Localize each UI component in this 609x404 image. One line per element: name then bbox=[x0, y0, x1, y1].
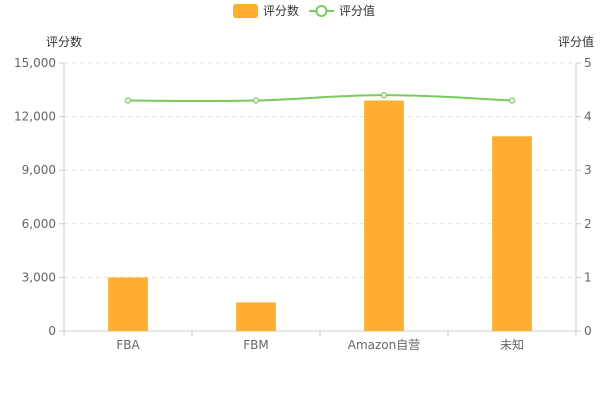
y-axis-left-tick-label: 12,000 bbox=[14, 110, 56, 124]
y-axis-right-tick-label: 0 bbox=[584, 324, 592, 338]
line-point-3[interactable] bbox=[508, 97, 516, 104]
legend-line-marker bbox=[315, 5, 328, 17]
x-axis-tick-label: 未知 bbox=[500, 338, 524, 352]
y-axis-right-tick-label: 2 bbox=[584, 217, 592, 231]
y-axis-left-tick-label: 15,000 bbox=[14, 56, 56, 70]
bar-1[interactable] bbox=[236, 302, 276, 331]
x-axis-tick-label: FBA bbox=[116, 338, 140, 352]
bar-3[interactable] bbox=[492, 136, 532, 331]
y-axis-right-ticks: 0 1 2 3 4 5 bbox=[576, 56, 592, 338]
line-series bbox=[124, 92, 516, 104]
grid-lines bbox=[64, 62, 576, 278]
y-axis-right-tick-label: 1 bbox=[584, 270, 592, 284]
bar-series bbox=[108, 100, 532, 332]
y-axis-left-title: 评分数 bbox=[46, 34, 82, 49]
y-axis-right-tick-label: 5 bbox=[584, 56, 592, 70]
x-axis-tick-label: FBM bbox=[243, 338, 269, 352]
x-axis-tick-label: Amazon自营 bbox=[348, 338, 421, 352]
legend-bar-label: 评分数 bbox=[263, 3, 299, 18]
legend-item-bar[interactable]: 评分数 bbox=[233, 3, 299, 18]
legend: 评分数 评分值 bbox=[233, 3, 375, 18]
y-axis-left-ticks: 0 3,000 6,000 9,000 12,000 15,000 bbox=[14, 56, 64, 338]
line-path bbox=[127, 94, 513, 102]
line-point-0[interactable] bbox=[124, 97, 132, 104]
x-axis-ticks: FBA FBM Amazon自营 未知 bbox=[116, 338, 524, 352]
y-axis-left-tick-label: 0 bbox=[48, 324, 56, 338]
y-axis-right-tick-label: 3 bbox=[584, 163, 592, 177]
y-axis-right-tick-label: 4 bbox=[584, 110, 592, 124]
y-axis-left-tick-label: 6,000 bbox=[22, 217, 56, 231]
y-axis-right-title: 评分值 bbox=[558, 34, 594, 49]
y-axis-left-tick-label: 3,000 bbox=[22, 270, 56, 284]
line-point-2[interactable] bbox=[380, 92, 388, 99]
bar-2[interactable] bbox=[364, 100, 404, 332]
legend-item-line[interactable]: 评分值 bbox=[309, 3, 375, 18]
axes bbox=[63, 63, 577, 336]
legend-line-label: 评分值 bbox=[339, 3, 375, 18]
line-point-1[interactable] bbox=[252, 97, 260, 104]
bar-0[interactable] bbox=[108, 277, 148, 331]
y-axis-left-tick-label: 9,000 bbox=[22, 163, 56, 177]
legend-bar-swatch bbox=[233, 4, 258, 18]
